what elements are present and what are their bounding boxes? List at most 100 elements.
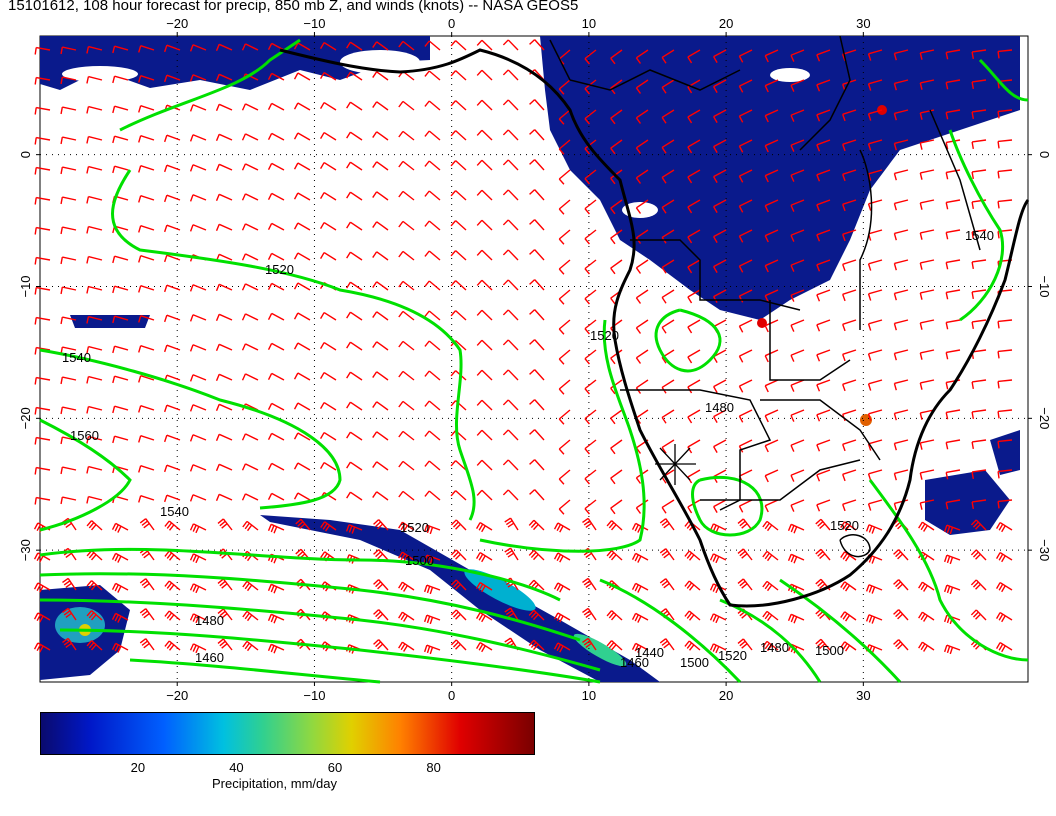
wind-barb	[919, 349, 935, 360]
wind-barb	[997, 469, 1013, 479]
wind-barb	[842, 469, 857, 482]
wind-barb	[610, 49, 623, 65]
wind-barb	[893, 409, 909, 421]
wind-barb	[865, 584, 883, 594]
wind-barb	[893, 229, 909, 241]
wind-barb	[661, 49, 675, 64]
wind-barb	[111, 582, 129, 593]
wind-barb	[424, 490, 441, 501]
wind-barb	[62, 637, 77, 651]
wind-barb	[217, 638, 233, 651]
wind-barb	[816, 169, 831, 182]
wind-barb	[293, 432, 311, 441]
wind-barb	[659, 578, 675, 591]
wind-barb	[661, 169, 675, 184]
wind-barb	[267, 42, 285, 51]
wind-barb	[995, 641, 1013, 653]
wind-barb	[267, 342, 285, 351]
wind-barb	[164, 520, 181, 531]
wind-barb	[918, 611, 935, 622]
contour-label: 1540	[160, 504, 189, 519]
wind-barb	[320, 521, 337, 532]
wind-barb	[610, 439, 623, 455]
wind-barb	[502, 429, 519, 441]
wind-barb	[138, 465, 155, 473]
wind-barb	[528, 609, 545, 621]
wind-barb	[33, 612, 51, 623]
wind-barb	[86, 640, 103, 651]
wind-barb	[346, 161, 363, 171]
wind-barb	[893, 319, 909, 331]
wind-barb	[139, 518, 155, 531]
wind-barb	[738, 49, 753, 63]
wind-barb	[971, 289, 987, 299]
wind-barb	[450, 639, 467, 651]
wind-barb	[764, 49, 779, 63]
wind-barb	[267, 132, 285, 141]
wind-barb	[867, 259, 883, 271]
wind-barb	[971, 439, 987, 449]
wind-barb	[163, 194, 181, 203]
wind-barb	[582, 577, 597, 591]
wind-barb	[764, 439, 779, 453]
wind-barb	[267, 432, 285, 441]
wind-barb	[529, 39, 545, 51]
wind-barb	[635, 169, 649, 184]
wind-barb	[971, 199, 987, 209]
wind-barb	[943, 524, 961, 535]
wind-barb	[919, 139, 935, 150]
contour-label: 1560	[70, 428, 99, 443]
contour-label: 1520	[830, 518, 859, 533]
wind-barb	[816, 319, 831, 332]
wind-barb	[476, 459, 493, 471]
contour-label: 1460	[195, 650, 224, 665]
wind-barb	[997, 319, 1013, 329]
wind-barb	[215, 223, 233, 232]
wind-barb	[34, 346, 51, 355]
wind-barb	[867, 379, 883, 391]
wind-barb	[553, 552, 571, 563]
wind-barb	[764, 169, 779, 183]
wind-barb	[764, 229, 779, 243]
wind-barb	[112, 315, 129, 324]
wind-barb	[476, 309, 493, 321]
wind-barb	[267, 523, 285, 534]
wind-barb	[919, 379, 935, 390]
wind-barb	[787, 613, 805, 624]
wind-barb	[398, 100, 415, 111]
wind-barb	[502, 369, 519, 381]
wind-barb	[163, 404, 181, 413]
wind-barb	[635, 49, 649, 64]
wind-barb	[189, 523, 207, 534]
wind-barb	[60, 376, 77, 385]
wind-barb	[893, 199, 909, 211]
wind-barb	[319, 161, 337, 171]
wind-barb	[215, 433, 233, 442]
wind-barb	[528, 549, 545, 561]
wind-barb	[558, 349, 571, 365]
wind-barb	[163, 44, 181, 53]
wind-barb	[60, 46, 77, 55]
wind-barb	[971, 499, 987, 509]
wind-barb	[138, 495, 155, 503]
wind-barb	[398, 190, 415, 201]
lon-tick-bottom: 30	[856, 688, 870, 703]
wind-barb	[970, 609, 987, 621]
wind-barb	[138, 75, 155, 83]
height-contours	[39, 38, 1029, 684]
wind-barb	[372, 191, 389, 201]
wind-barb	[189, 44, 207, 52]
wind-barb	[762, 640, 779, 652]
wind-barb	[424, 400, 441, 411]
wind-barb	[138, 45, 155, 53]
wind-barb	[762, 610, 779, 622]
wind-barb	[164, 610, 181, 621]
wind-barb	[241, 133, 259, 141]
wind-barb	[867, 409, 883, 421]
contour-label: 1460	[620, 655, 649, 670]
wind-barb	[450, 70, 467, 81]
wind-barb	[738, 199, 753, 213]
wind-barb	[584, 199, 597, 215]
wind-barb	[893, 49, 909, 61]
wind-barb	[138, 285, 155, 293]
